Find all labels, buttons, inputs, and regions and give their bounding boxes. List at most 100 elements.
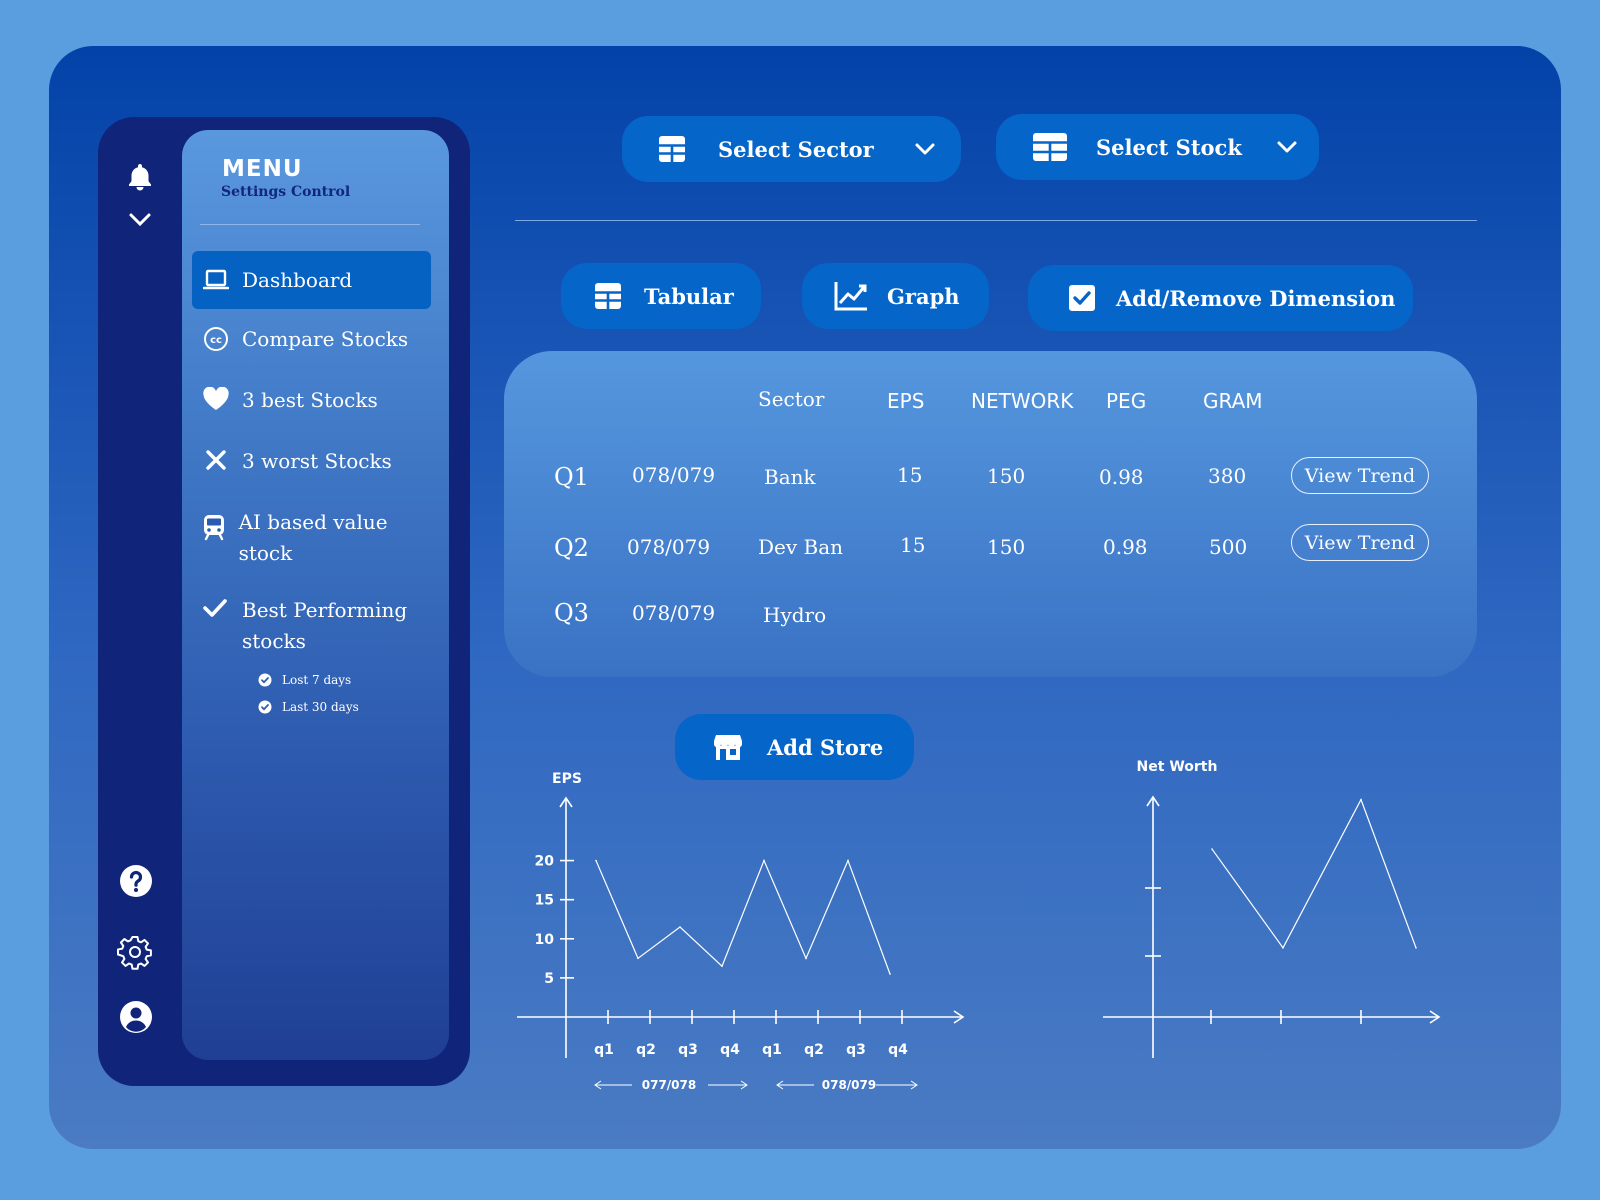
data-point bbox=[847, 859, 849, 862]
cell-sector: Hydro bbox=[763, 603, 827, 627]
tabular-button[interactable]: Tabular bbox=[561, 263, 761, 329]
add-store-label: Add Store bbox=[767, 734, 884, 760]
bell-icon[interactable] bbox=[125, 160, 155, 194]
data-point bbox=[721, 965, 723, 967]
menu-title: MENU bbox=[222, 156, 303, 182]
chevron-down-icon[interactable] bbox=[127, 210, 153, 230]
header-divider bbox=[515, 220, 1477, 221]
add-store-button[interactable]: Add Store bbox=[675, 714, 914, 780]
select-sector-dropdown[interactable]: Select Sector bbox=[622, 116, 961, 182]
y-tick-label: 20 bbox=[535, 854, 555, 870]
period-arrow-right bbox=[876, 1080, 918, 1090]
graph-label: Graph bbox=[887, 283, 960, 309]
svg-text:cc: cc bbox=[210, 335, 222, 346]
header-network: NETWORK bbox=[971, 389, 1074, 413]
x-tick-label: q4 bbox=[720, 1042, 740, 1058]
grid-icon bbox=[658, 135, 686, 163]
data-point bbox=[1282, 947, 1284, 949]
graph-button[interactable]: Graph bbox=[802, 263, 989, 329]
sidebar-item-3-worst-stocks[interactable]: 3 worst Stocks bbox=[202, 446, 392, 477]
y-tick-label: 15 bbox=[535, 893, 554, 909]
data-point bbox=[595, 859, 597, 862]
sidebar-item-dashboard[interactable]: Dashboard bbox=[192, 251, 431, 309]
cell-period: 078/079 bbox=[632, 463, 716, 487]
add-remove-dimension-label: Add/Remove Dimension bbox=[1116, 285, 1396, 311]
data-point bbox=[1415, 947, 1417, 949]
check-icon bbox=[202, 597, 228, 619]
x-tick-label: q3 bbox=[846, 1042, 866, 1058]
y-tick-label: 5 bbox=[544, 971, 554, 987]
data-point bbox=[763, 859, 765, 862]
chevron-down-icon bbox=[914, 142, 936, 156]
x-axis-arrow bbox=[1429, 1010, 1441, 1024]
header-eps: EPS bbox=[887, 389, 925, 413]
eps-series-line bbox=[595, 858, 891, 975]
data-point bbox=[637, 957, 639, 960]
help-icon[interactable] bbox=[119, 864, 153, 898]
y-axis-arrow bbox=[559, 796, 573, 808]
laptop-icon bbox=[202, 269, 230, 291]
view-trend-button[interactable]: View Trend bbox=[1291, 457, 1429, 494]
sidebar-item-best-performing[interactable]: Best Performing stocks bbox=[202, 595, 422, 657]
cell-period: 078/079 bbox=[632, 601, 716, 625]
sub-item-last-30-days[interactable]: Last 30 days bbox=[258, 700, 359, 714]
cc-icon: cc bbox=[202, 326, 230, 352]
sidebar-item-label: AI based value stock bbox=[238, 510, 388, 565]
cell-sector: Dev Ban bbox=[758, 535, 844, 559]
x-tick-label: q3 bbox=[678, 1042, 698, 1058]
cell-peg: 0.98 bbox=[1099, 465, 1144, 489]
x-tick-label: q2 bbox=[804, 1042, 824, 1058]
menu-divider bbox=[200, 224, 420, 225]
sidebar-item-label: Compare Stocks bbox=[242, 327, 409, 351]
cell-peg: 0.98 bbox=[1103, 535, 1148, 559]
chart-title: EPS bbox=[552, 771, 582, 787]
sub-item-label: Last 30 days bbox=[282, 700, 359, 714]
select-stock-label: Select Stock bbox=[1096, 134, 1242, 160]
data-point bbox=[889, 973, 891, 975]
line-chart-icon bbox=[833, 280, 869, 312]
gear-icon[interactable] bbox=[117, 934, 153, 970]
sidebar-item-label: 3 best Stocks bbox=[242, 388, 378, 412]
cell-quarter: Q1 bbox=[554, 463, 589, 491]
sidebar-item-label: Best Performing stocks bbox=[242, 598, 408, 653]
select-sector-label: Select Sector bbox=[718, 136, 874, 162]
data-point bbox=[805, 957, 807, 960]
x-axis-arrow bbox=[953, 1010, 965, 1024]
net-worth-chart: Net Worth bbox=[1103, 759, 1441, 1058]
sidebar-item-3-best-stocks[interactable]: 3 best Stocks bbox=[202, 385, 378, 416]
menu-subtitle: Settings Control bbox=[221, 184, 351, 200]
cell-quarter: Q3 bbox=[554, 599, 589, 627]
eps-chart: EPS 5 10 15 20 q1 q2 q3 q4 q1 q2 q3 q4 077/078 078/079 bbox=[517, 771, 965, 1092]
y-axis-arrow bbox=[1146, 795, 1160, 807]
menu-panel: MENU Settings Control Dashboard cc Compa… bbox=[182, 130, 449, 1060]
period-label: 077/078 bbox=[642, 1078, 696, 1092]
sidebar-item-label: Dashboard bbox=[242, 267, 353, 292]
view-trend-button[interactable]: View Trend bbox=[1291, 524, 1429, 561]
sidebar-item-ai-value-stock[interactable]: AI based value stock bbox=[202, 507, 422, 569]
cell-network: 150 bbox=[987, 464, 1026, 488]
x-icon bbox=[202, 448, 230, 472]
user-icon[interactable] bbox=[119, 1000, 153, 1034]
cell-period: 078/079 bbox=[627, 535, 711, 559]
train-icon bbox=[202, 513, 227, 541]
header-peg: PEG bbox=[1106, 389, 1147, 413]
cell-quarter: Q2 bbox=[554, 534, 589, 562]
x-tick-label: q4 bbox=[888, 1042, 908, 1058]
x-tick-label: q1 bbox=[762, 1042, 782, 1058]
sidebar-item-compare-stocks[interactable]: cc Compare Stocks bbox=[202, 324, 408, 355]
cell-sector: Bank bbox=[764, 465, 816, 489]
sub-item-label: Lost 7 days bbox=[282, 673, 352, 687]
heart-icon bbox=[202, 387, 230, 411]
store-icon bbox=[713, 733, 743, 761]
cell-network: 150 bbox=[987, 535, 1026, 559]
sidebar-item-label: 3 worst Stocks bbox=[242, 449, 392, 473]
net-worth-series-line bbox=[1211, 798, 1417, 949]
sub-item-lost-7-days[interactable]: Lost 7 days bbox=[258, 673, 351, 687]
add-remove-dimension-button[interactable]: Add/Remove Dimension bbox=[1028, 265, 1413, 331]
data-table: Sector EPS NETWORK PEG GRAM Q1 078/079 B… bbox=[504, 351, 1477, 677]
period-arrow-right bbox=[708, 1080, 748, 1090]
select-stock-dropdown[interactable]: Select Stock bbox=[996, 114, 1319, 180]
check-circle-icon bbox=[258, 673, 272, 687]
checkbox-icon bbox=[1068, 284, 1096, 312]
x-tick-label: q1 bbox=[594, 1042, 614, 1058]
